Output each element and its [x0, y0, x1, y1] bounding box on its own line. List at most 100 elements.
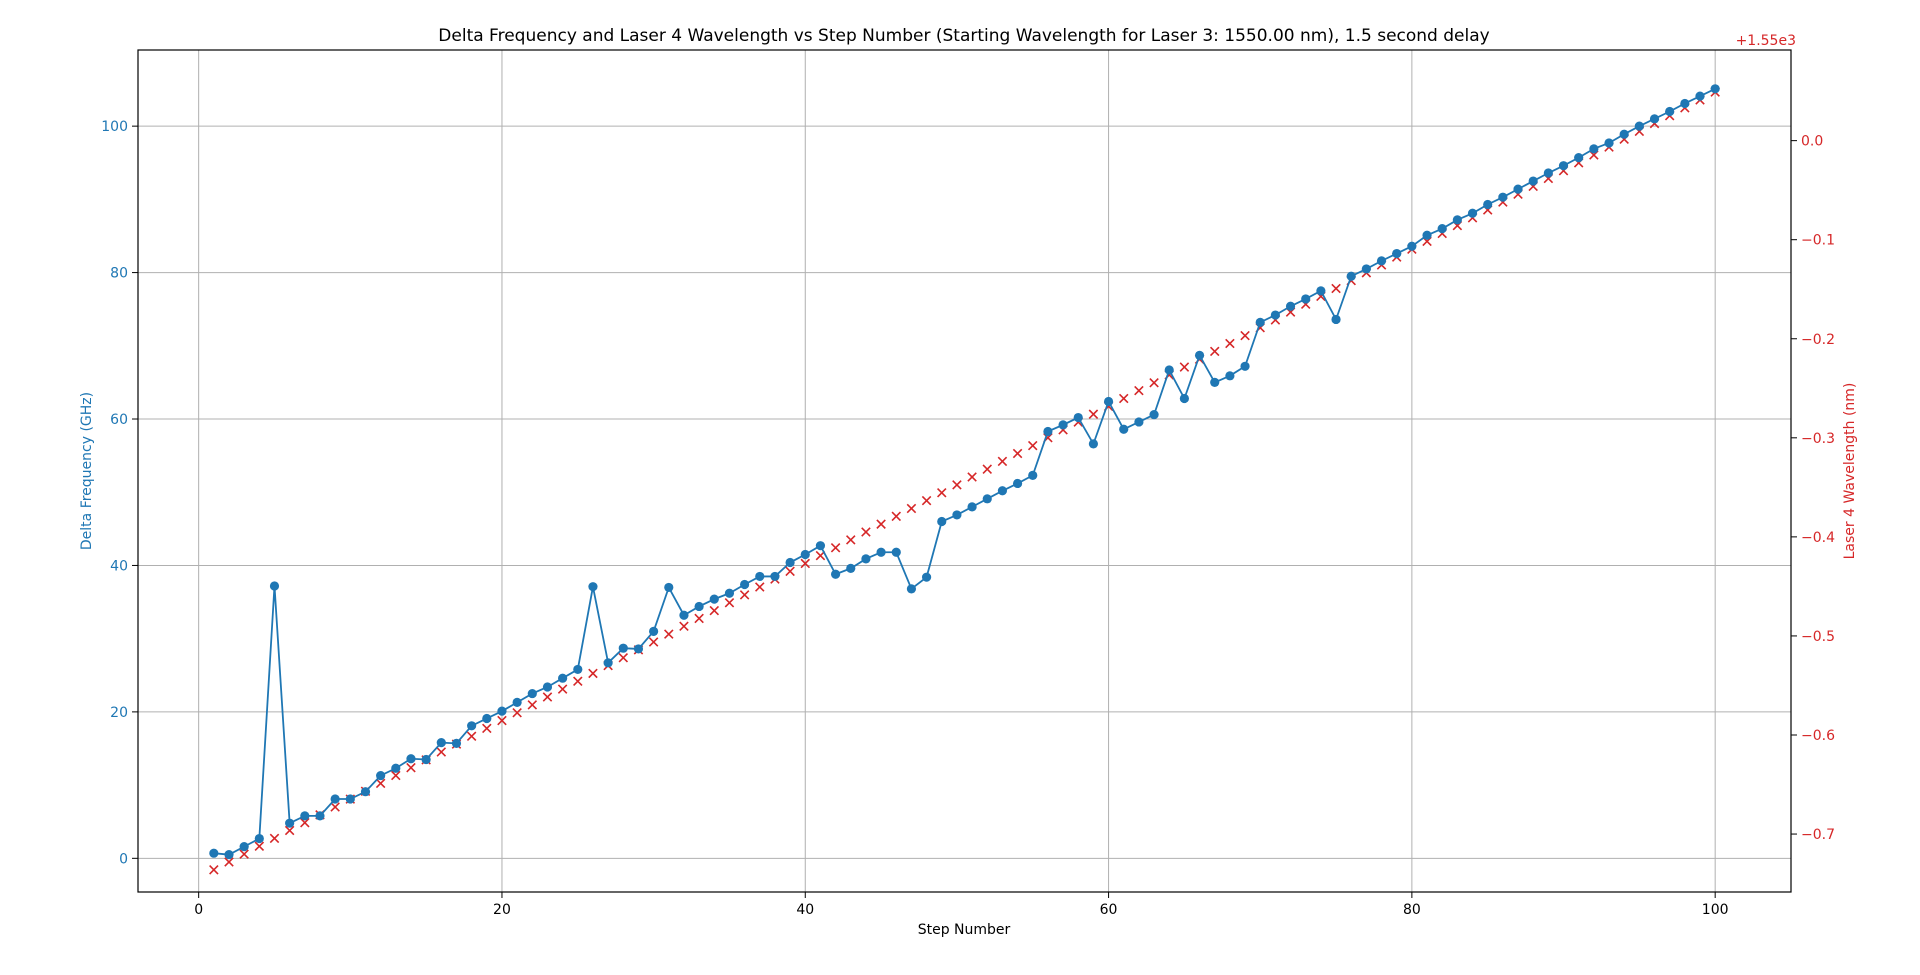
wavelength-marker — [1209, 346, 1220, 357]
delta-frequency-point — [709, 594, 719, 604]
delta-frequency-point — [1665, 106, 1675, 117]
wavelength-marker — [330, 802, 340, 812]
delta-frequency-point — [406, 754, 416, 764]
wavelength-marker-stroke — [1088, 409, 1099, 419]
wavelength-marker-stroke — [755, 582, 765, 592]
wavelength-marker-stroke — [1240, 330, 1250, 341]
delta-frequency-point — [1513, 184, 1523, 194]
delta-frequency-point — [1149, 410, 1159, 420]
delta-frequency-point — [952, 510, 962, 520]
wavelength-marker-stroke — [542, 692, 553, 702]
delta-frequency-point — [573, 664, 583, 675]
plot-frame — [137, 49, 1792, 893]
delta-frequency-point — [497, 706, 507, 716]
delta-frequency-point — [1270, 310, 1280, 320]
wavelength-marker-stroke — [921, 495, 932, 506]
delta-frequency-point — [846, 563, 856, 573]
wavelength-marker — [664, 629, 674, 639]
x-tick-label: 0 — [194, 902, 203, 918]
delta-frequency-point — [1073, 412, 1083, 423]
delta-frequency-point — [1210, 377, 1220, 388]
x-tick-label: 60 — [1100, 902, 1118, 918]
x-axis-label: Step Number — [918, 922, 1011, 938]
delta-frequency-point — [1528, 176, 1538, 186]
wavelength-marker-stroke — [664, 629, 674, 639]
wavelength-marker-stroke — [1012, 448, 1023, 459]
delta-frequency-point — [1285, 301, 1296, 311]
wavelength-marker-stroke — [709, 605, 720, 616]
delta-frequency-point — [1012, 478, 1023, 489]
delta-frequency-point — [1649, 114, 1660, 124]
y-left-tick-label: 20 — [110, 705, 128, 721]
delta-frequency-point — [300, 811, 310, 821]
delta-frequency-point — [649, 626, 659, 636]
delta-frequency-point — [1043, 426, 1053, 437]
wavelength-marker — [800, 558, 811, 569]
wavelength-marker — [845, 535, 856, 545]
y-left-tick-label: 40 — [110, 558, 128, 574]
delta-frequency-point — [997, 486, 1008, 496]
wavelength-marker — [436, 747, 447, 757]
wavelength-marker-stroke — [375, 778, 386, 789]
wavelength-marker-stroke — [557, 684, 568, 694]
delta-frequency-point — [1119, 424, 1129, 434]
series-layer — [209, 84, 1720, 875]
delta-frequency-point — [285, 818, 295, 828]
wavelength-marker — [284, 825, 295, 836]
wavelength-marker-stroke — [512, 707, 522, 718]
wavelength-marker — [224, 857, 234, 867]
wavelength-marker-stroke — [1209, 346, 1220, 357]
y-left-tick-label: 80 — [110, 266, 128, 282]
delta-frequency-point — [1634, 121, 1644, 131]
wavelength-marker — [709, 605, 720, 616]
y-right-tick-label: −0.7 — [1801, 827, 1835, 843]
wavelength-marker — [557, 684, 568, 694]
delta-frequency-point — [1437, 224, 1447, 234]
wavelength-marker — [209, 865, 219, 875]
delta-frequency-point — [1695, 91, 1705, 101]
delta-frequency-point — [376, 770, 386, 781]
wavelength-marker-stroke — [300, 817, 310, 828]
wavelength-marker — [648, 637, 659, 647]
x-tick-label: 40 — [796, 902, 814, 918]
delta-frequency-point — [467, 721, 477, 731]
delta-frequency-point — [1361, 264, 1371, 274]
delta-frequency-point — [1407, 241, 1417, 251]
wavelength-marker-stroke — [845, 535, 856, 545]
y-right-axis-label: Laser 4 Wavelength (nm) — [1842, 383, 1858, 560]
wavelength-marker-stroke — [1331, 283, 1341, 294]
wavelength-marker — [982, 464, 993, 474]
wavelength-marker — [1118, 393, 1129, 404]
wavelength-marker — [755, 582, 765, 592]
delta-frequency-point — [1680, 98, 1690, 109]
wavelength-marker-stroke — [284, 825, 295, 836]
delta-frequency-point — [1316, 286, 1326, 296]
wavelength-marker-stroke — [269, 833, 280, 844]
wavelength-marker-stroke — [724, 597, 735, 608]
delta-frequency-point — [694, 601, 704, 612]
wavelength-marker — [967, 472, 977, 482]
delta-frequency-point — [558, 673, 568, 683]
wavelength-marker — [952, 480, 962, 490]
wavelength-marker — [906, 503, 917, 514]
wavelength-marker-stroke — [436, 747, 447, 757]
delta-frequency-point — [1467, 208, 1478, 218]
wavelength-marker — [921, 495, 932, 506]
wavelength-marker-stroke — [330, 802, 340, 812]
delta-frequency-point — [921, 572, 932, 582]
delta-frequency-point — [1543, 168, 1553, 178]
wavelength-marker — [618, 652, 629, 663]
delta-frequency-point — [1179, 393, 1189, 404]
wavelength-marker — [466, 731, 477, 742]
wavelength-marker — [1179, 362, 1190, 372]
wavelength-marker-stroke — [952, 480, 962, 490]
wavelength-marker — [527, 700, 538, 710]
wavelength-marker-stroke — [800, 558, 811, 569]
wavelength-marker-stroke — [785, 566, 795, 577]
delta-frequency-point — [209, 848, 219, 858]
delta-frequency-point — [1194, 350, 1205, 360]
wavelength-marker — [1149, 378, 1159, 388]
y-right-tick-label: −0.5 — [1801, 629, 1835, 645]
wavelength-marker-stroke — [876, 519, 886, 529]
delta-frequency-point — [891, 547, 901, 557]
